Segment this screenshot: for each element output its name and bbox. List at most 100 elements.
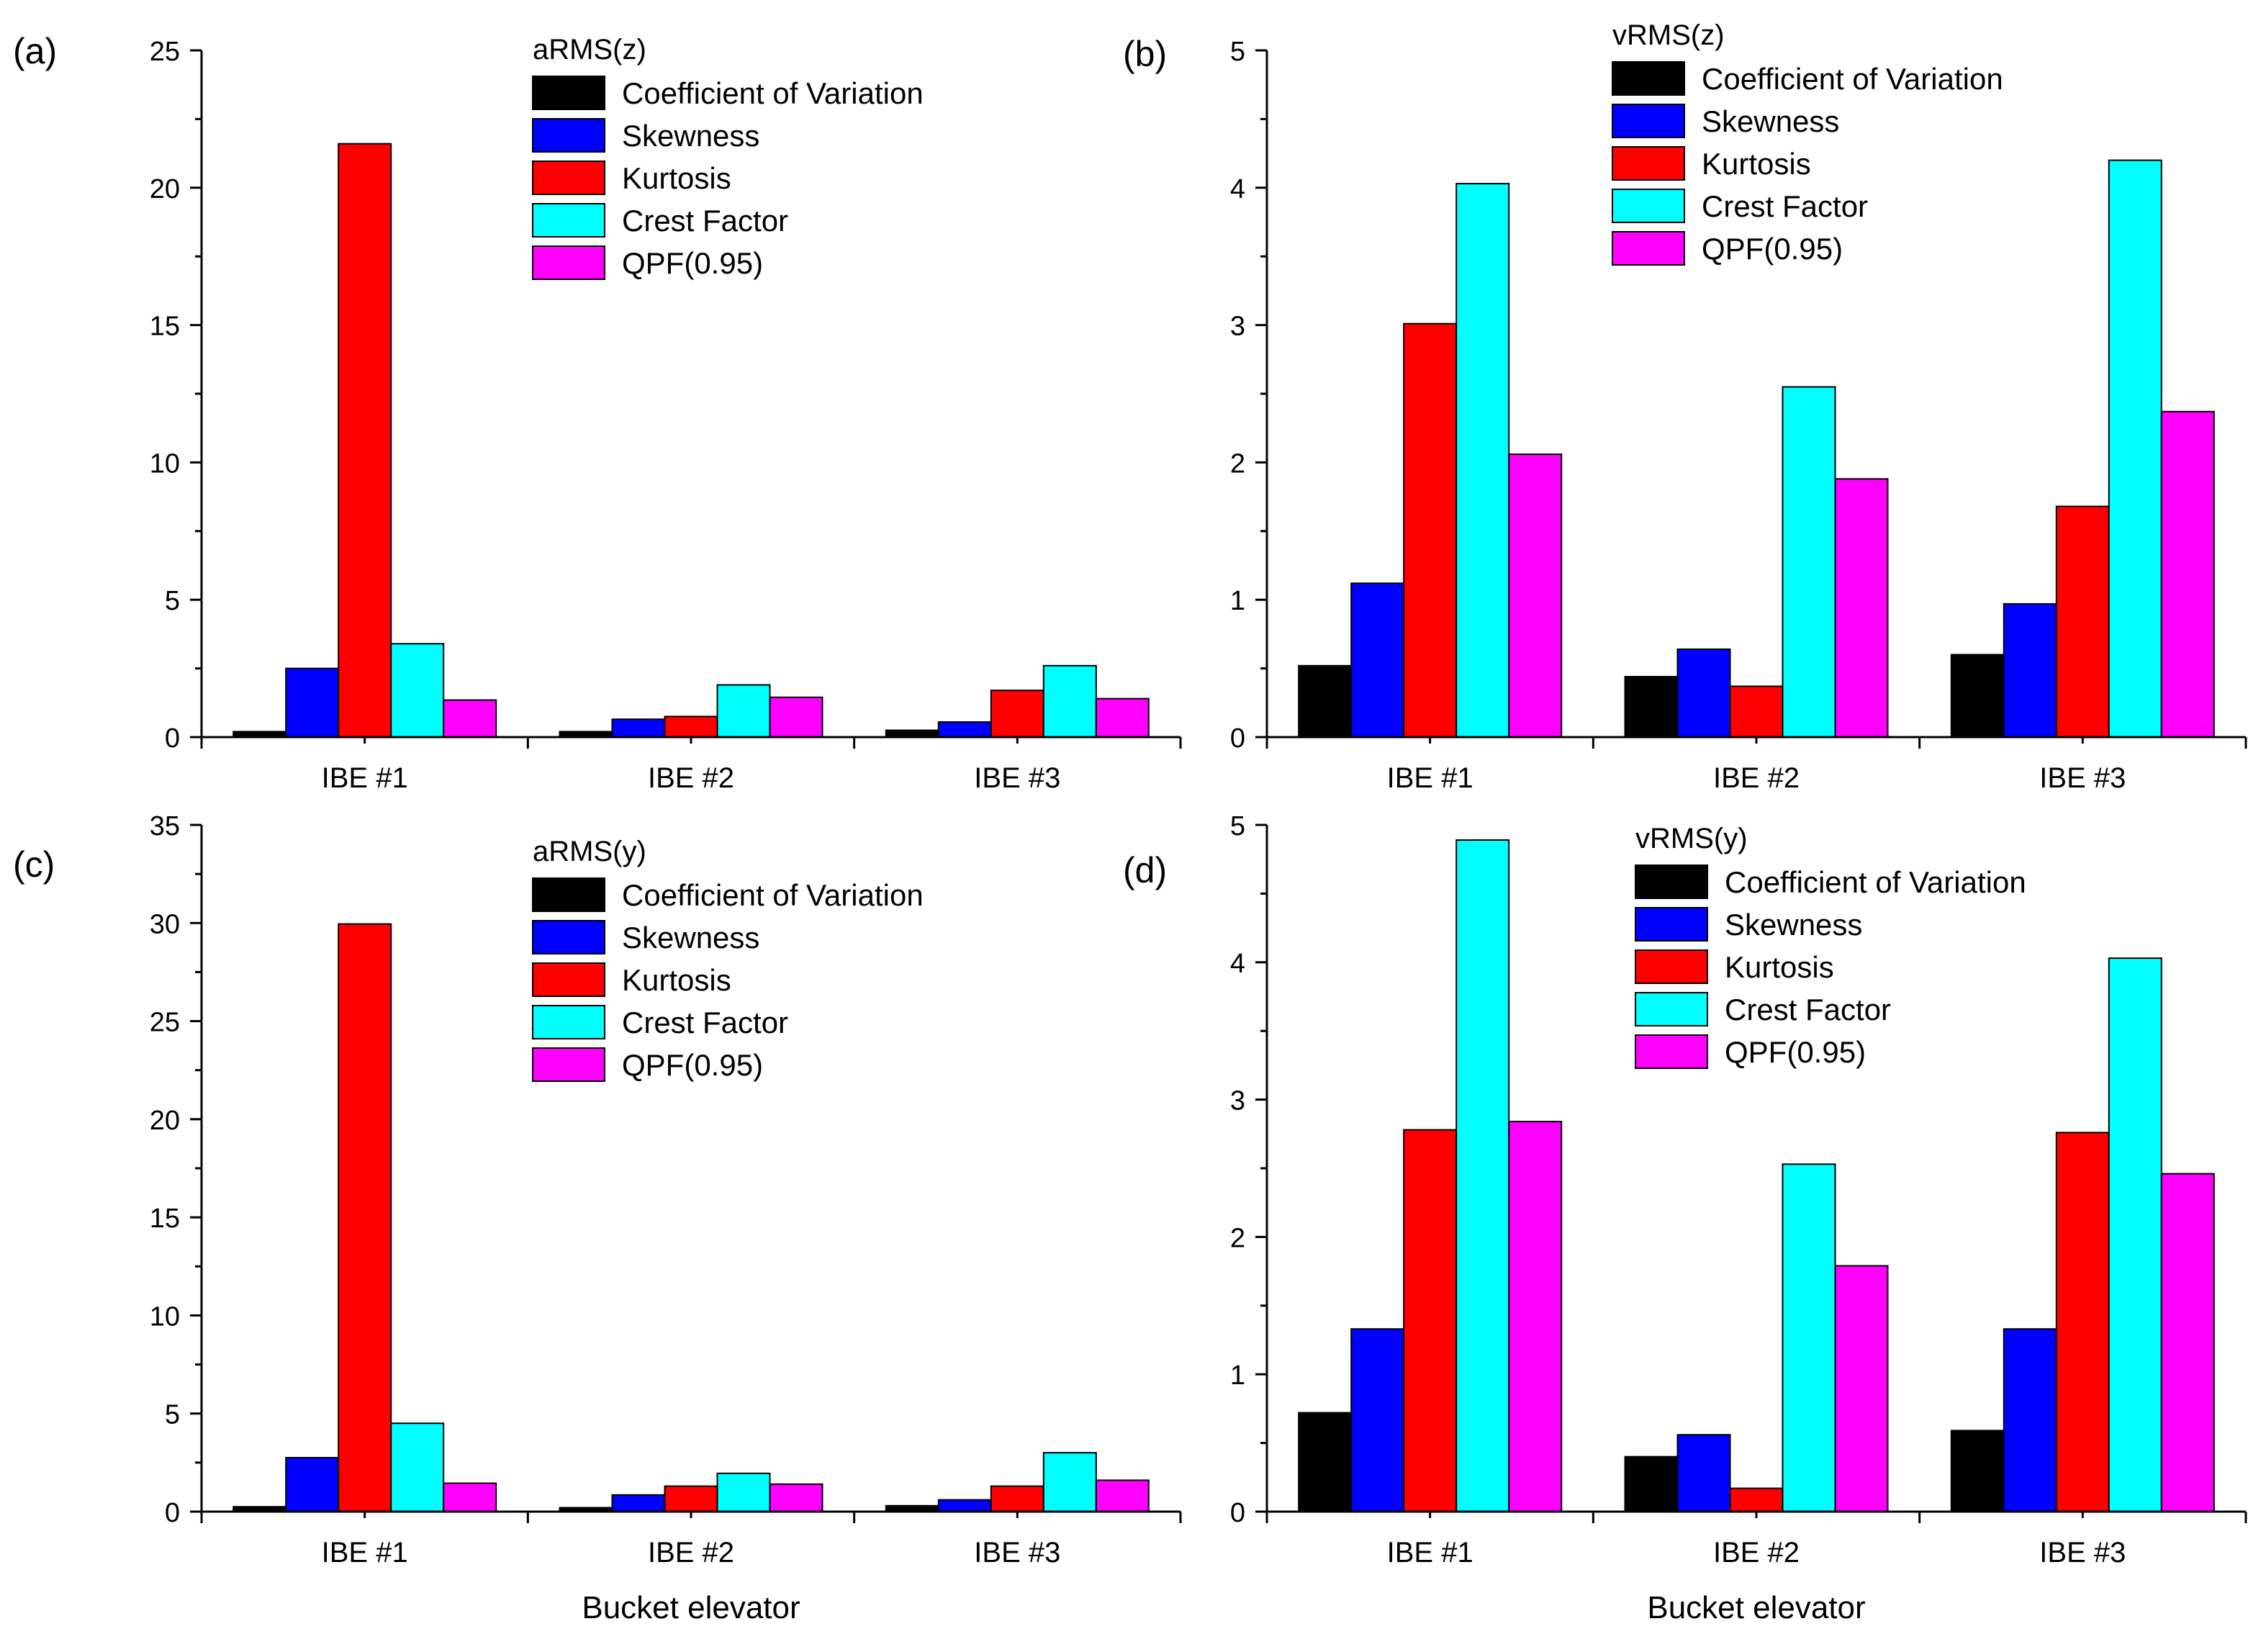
- legend-swatch: [1612, 189, 1685, 223]
- y-tick-label: 3: [1230, 312, 1245, 342]
- bar: [390, 643, 445, 738]
- bar: [1298, 1412, 1353, 1512]
- x-tick-label: IBE #3: [2039, 1537, 2126, 1569]
- bar: [1350, 582, 1405, 738]
- bar: [2055, 1132, 2110, 1512]
- legend-label: Coefficient of Variation: [622, 878, 924, 912]
- legend-swatch: [1635, 865, 1708, 899]
- legend-title: aRMS(y): [533, 836, 646, 867]
- legend-label: Kurtosis: [622, 161, 731, 195]
- y-tick-label: 25: [150, 37, 180, 67]
- bar: [285, 1457, 340, 1512]
- bar: [716, 684, 771, 738]
- legend-label: QPF(0.95): [1702, 232, 1843, 266]
- legend-swatch: [1612, 61, 1685, 96]
- x-tick-label: IBE #3: [974, 762, 1060, 794]
- bar: [2108, 159, 2162, 739]
- panel-label: (d): [1123, 850, 1167, 890]
- x-tick-label: IBE #2: [1713, 762, 1800, 794]
- x-axis-label: Bucket elevator: [1647, 1590, 1865, 1625]
- panel-label: (a): [13, 31, 57, 71]
- bar: [1729, 685, 1784, 739]
- bar: [716, 1472, 771, 1513]
- bar: [1676, 648, 1731, 739]
- bar: [1403, 1129, 1458, 1512]
- legend-label: QPF(0.95): [622, 1048, 763, 1082]
- legend-label: Crest Factor: [622, 1006, 788, 1039]
- bar: [1624, 1455, 1679, 1512]
- bar: [611, 718, 666, 739]
- y-tick-label: 5: [1230, 37, 1245, 67]
- bar: [2108, 957, 2162, 1512]
- chart-panel-3: (c) 0 5 10 15 20 25 30 35 IBE #1 IBE #2 IBE #3 Bucke…: [13, 811, 1182, 1625]
- bar: [769, 1483, 823, 1513]
- y-tick-label: 10: [150, 448, 180, 479]
- legend-label: Skewness: [1725, 908, 1862, 942]
- bar: [611, 1494, 666, 1513]
- bar: [1455, 839, 1510, 1512]
- bar: [1298, 664, 1353, 738]
- x-tick-label: IBE #3: [2039, 762, 2126, 794]
- legend-label: Coefficient of Variation: [1702, 62, 2003, 96]
- y-tick-label: 0: [165, 1498, 180, 1528]
- legend-label: Skewness: [1702, 104, 1839, 138]
- legend-swatch: [532, 1047, 605, 1082]
- legend-swatch: [1635, 992, 1708, 1026]
- legend-swatch: [532, 877, 605, 912]
- bar: [2160, 1173, 2215, 1512]
- y-tick-label: 25: [150, 1008, 180, 1038]
- bar: [1095, 698, 1150, 738]
- legend-label: Crest Factor: [1725, 993, 1891, 1026]
- legend-title: aRMS(z): [533, 34, 646, 66]
- y-tick-label: 10: [150, 1301, 180, 1332]
- bar: [937, 1499, 992, 1513]
- legend-label: Skewness: [622, 921, 759, 954]
- legend-label: Skewness: [622, 119, 759, 153]
- chart-panel-4: (d) 0 1 2 3 4 5 IBE #1 IBE #2 IBE #3 Bucket elevat…: [1123, 811, 2247, 1625]
- bar: [1834, 1265, 1889, 1512]
- legend: aRMS(z) Coefficient of Variation Skewness K…: [532, 34, 924, 280]
- legend-swatch: [1635, 1034, 1708, 1069]
- legend-label: QPF(0.95): [622, 246, 763, 280]
- bar: [664, 1485, 718, 1513]
- bar: [390, 1422, 445, 1513]
- legend-swatch: [532, 203, 605, 238]
- legend-label: Kurtosis: [1725, 950, 1834, 984]
- legend-swatch: [1635, 907, 1708, 942]
- bar: [285, 667, 340, 738]
- legend-label: QPF(0.95): [1725, 1035, 1866, 1069]
- legend-swatch: [532, 1005, 605, 1039]
- bar: [2160, 410, 2215, 738]
- panel-label: (c): [13, 844, 55, 885]
- bar: [1042, 664, 1097, 738]
- y-tick-label: 4: [1230, 949, 1245, 979]
- y-tick-label: 5: [1230, 811, 1245, 841]
- bar: [1403, 322, 1458, 738]
- y-tick-label: 15: [150, 312, 180, 342]
- legend: aRMS(y) Coefficient of Variation Skewness K…: [532, 836, 924, 1082]
- legend-swatch: [532, 245, 605, 280]
- x-tick-label: IBE #1: [322, 1537, 408, 1569]
- legend-swatch: [532, 76, 605, 110]
- legend-swatch: [532, 118, 605, 153]
- bar: [1455, 183, 1510, 739]
- bar: [664, 716, 718, 739]
- legend: vRMS(z) Coefficient of Variation Skewness K…: [1612, 19, 2003, 266]
- legend-swatch: [532, 920, 605, 954]
- bar: [1782, 386, 1836, 738]
- bar: [338, 143, 392, 738]
- y-tick-label: 20: [150, 1106, 180, 1136]
- bar: [1676, 1434, 1731, 1512]
- chart-panel-1: (a) 0 5 10 15 20 25 IBE #1 IBE #2 IBE #3 aRMS(z) Co…: [13, 31, 1182, 794]
- bar: [937, 721, 992, 738]
- y-tick-label: 35: [150, 811, 180, 841]
- x-tick-label: IBE #1: [1387, 1537, 1473, 1569]
- bar: [1624, 676, 1679, 738]
- x-tick-label: IBE #3: [974, 1537, 1060, 1569]
- bar: [2055, 505, 2110, 738]
- x-tick-label: IBE #2: [1713, 1537, 1800, 1569]
- x-tick-label: IBE #2: [648, 762, 734, 794]
- y-tick-label: 15: [150, 1204, 180, 1234]
- y-tick-label: 3: [1230, 1086, 1245, 1116]
- bar: [1834, 478, 1889, 738]
